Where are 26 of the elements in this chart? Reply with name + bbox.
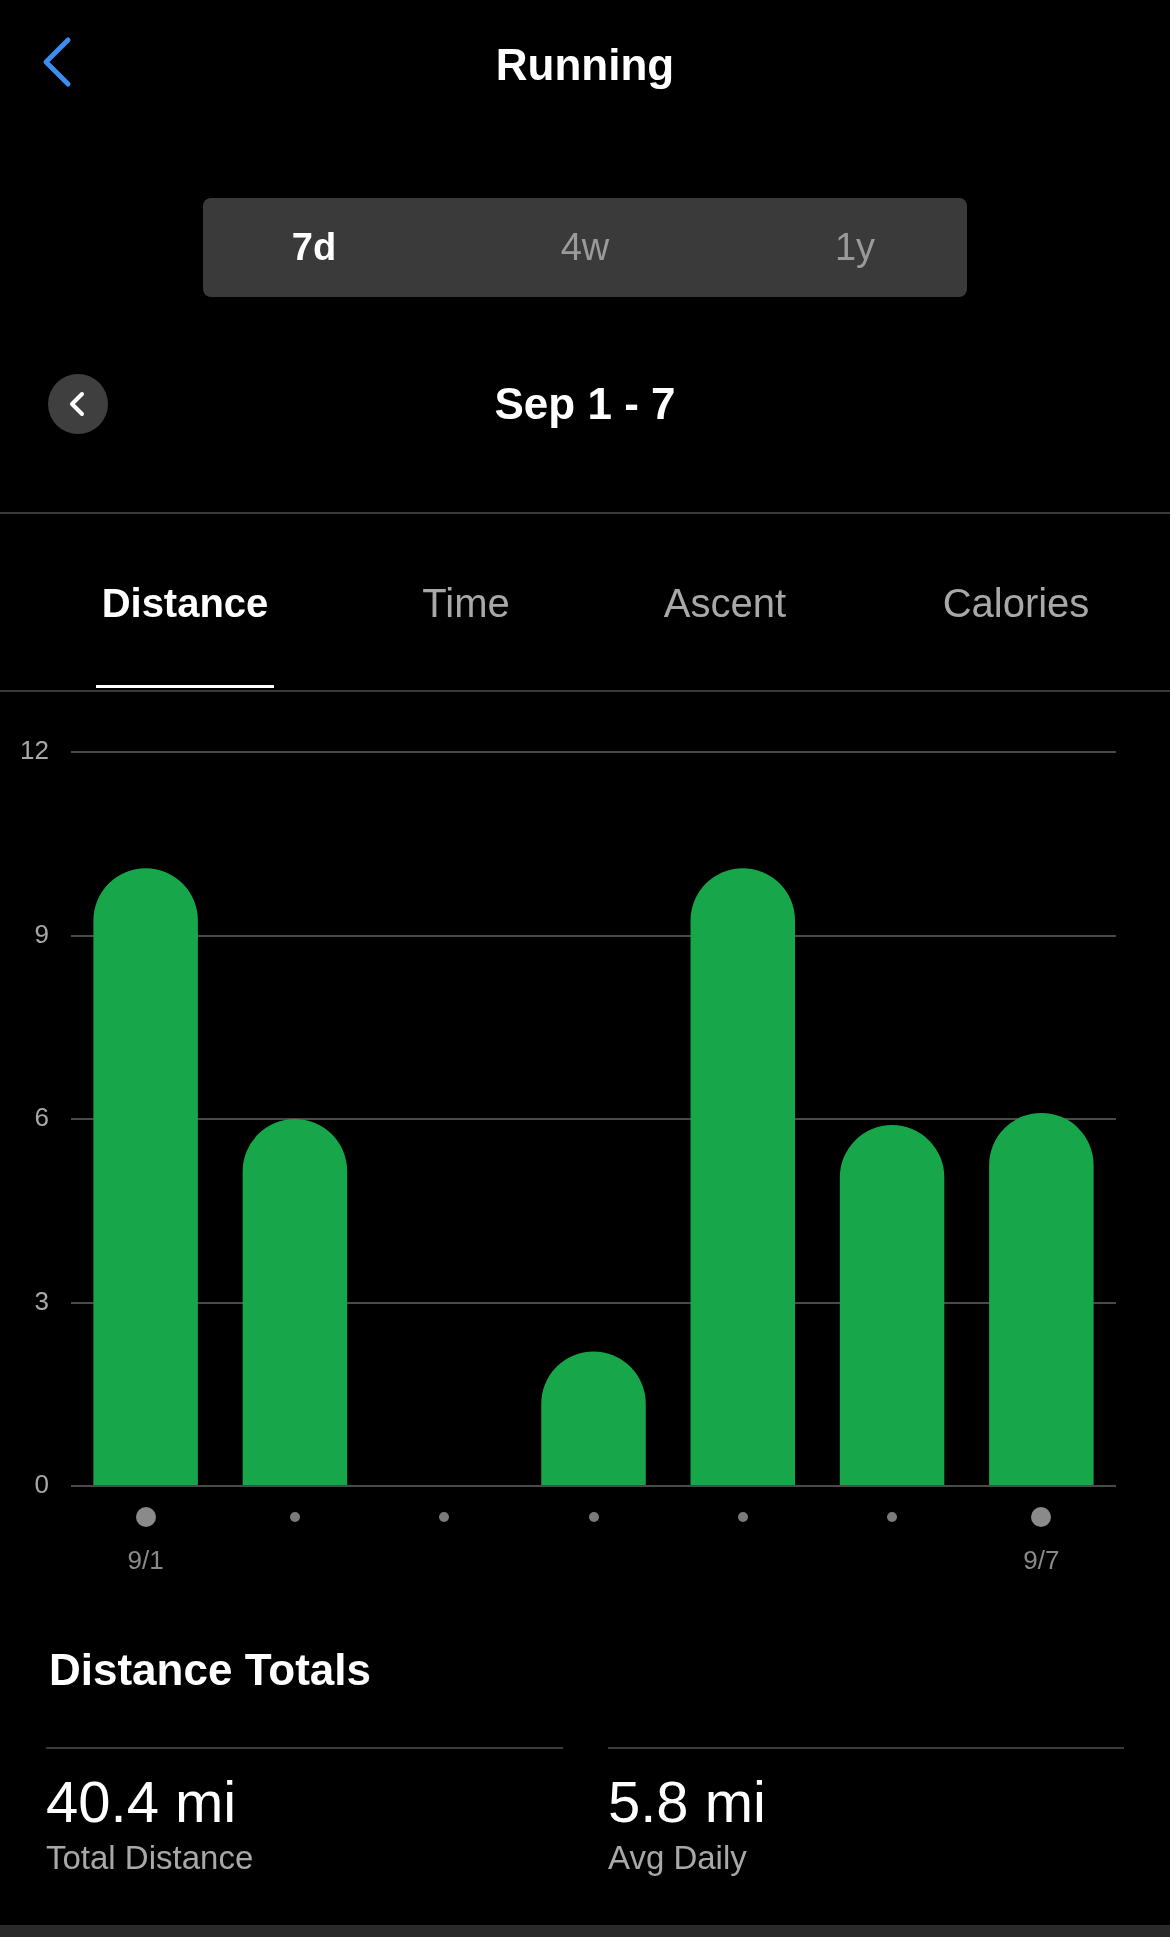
y-tick-label: 0 (34, 1469, 49, 1500)
y-tick-label: 3 (34, 1285, 49, 1316)
x-tick-label: 9/1 (127, 1544, 164, 1575)
bar (989, 1112, 1094, 1485)
text: Distance Totals (49, 1645, 371, 1695)
y-tick-label: 6 (34, 1102, 49, 1133)
text: 5.8 mi (608, 1767, 766, 1835)
bar (242, 1119, 348, 1485)
bar (839, 1125, 945, 1485)
bar (690, 868, 796, 1485)
y-tick-label: 9 (34, 918, 49, 949)
text: 1y (834, 225, 876, 269)
text: 4w (560, 225, 610, 269)
text: 7d (291, 225, 337, 269)
text: 40.4 mi (46, 1767, 237, 1835)
text: Total Distance (46, 1839, 254, 1877)
y-tick-label: 12 (20, 735, 49, 766)
text: Time (422, 580, 510, 626)
text: Ascent (663, 580, 787, 626)
text: Avg Daily (608, 1839, 747, 1877)
x-tick-label: 9/7 (1023, 1544, 1060, 1575)
text: Distance (101, 580, 269, 626)
bar (93, 868, 198, 1485)
chart-title: Running (495, 40, 675, 90)
text: Calories (942, 580, 1090, 626)
chart-subtitle: Sep 1 - 7 (494, 379, 676, 429)
